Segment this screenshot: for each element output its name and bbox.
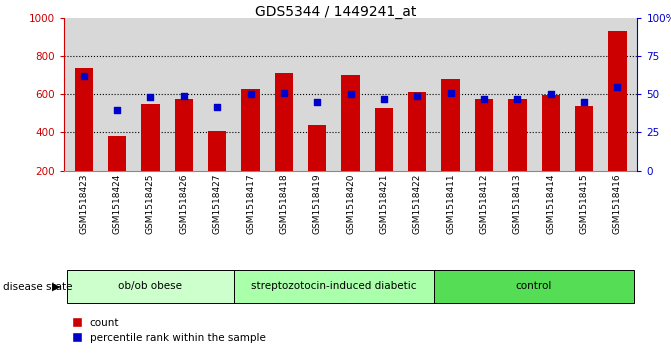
Point <box>612 84 623 90</box>
Point <box>278 90 289 96</box>
Point <box>412 93 423 99</box>
Point <box>578 99 589 105</box>
Bar <box>274 73 293 171</box>
Text: streptozotocin-induced diabetic: streptozotocin-induced diabetic <box>251 281 417 291</box>
Bar <box>609 32 627 171</box>
Bar <box>434 270 634 303</box>
Bar <box>174 99 193 171</box>
Point <box>178 93 189 99</box>
Bar <box>408 91 427 171</box>
Text: control: control <box>516 281 552 291</box>
Bar <box>242 89 260 171</box>
Text: disease state: disease state <box>3 282 73 292</box>
Text: ob/ob obese: ob/ob obese <box>119 281 183 291</box>
Bar <box>67 270 234 303</box>
Bar <box>342 75 360 171</box>
Bar <box>541 95 560 171</box>
Bar <box>508 99 527 171</box>
Bar <box>475 99 493 171</box>
Point <box>478 96 489 102</box>
Bar <box>108 136 126 171</box>
Bar <box>234 270 434 303</box>
Point <box>446 90 456 96</box>
Point <box>312 99 323 105</box>
Point <box>345 91 356 97</box>
Bar <box>375 108 393 171</box>
Text: ▶: ▶ <box>52 282 60 292</box>
Point <box>546 91 556 97</box>
Point <box>378 96 389 102</box>
Point <box>245 91 256 97</box>
Point <box>512 96 523 102</box>
Text: GDS5344 / 1449241_at: GDS5344 / 1449241_at <box>255 5 416 20</box>
Point <box>79 73 89 79</box>
Bar <box>74 68 93 171</box>
Point <box>112 107 123 113</box>
Bar <box>142 104 160 171</box>
Bar <box>442 79 460 171</box>
Legend: count, percentile rank within the sample: count, percentile rank within the sample <box>69 314 270 347</box>
Bar <box>308 125 326 171</box>
Point <box>145 94 156 100</box>
Point <box>212 104 223 110</box>
Bar <box>575 106 593 171</box>
Bar <box>208 131 226 171</box>
